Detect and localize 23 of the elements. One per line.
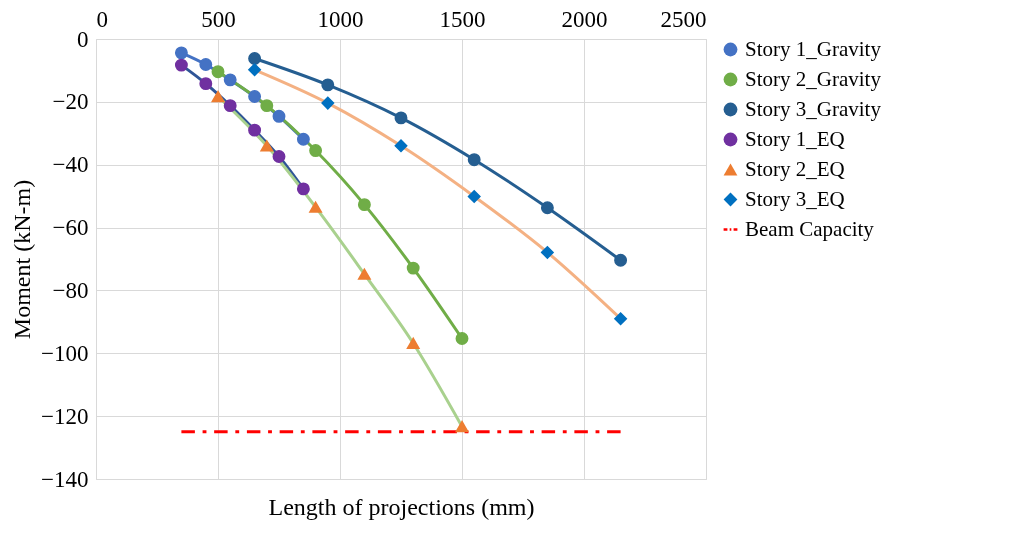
- y-tick-label: −80: [52, 277, 89, 303]
- legend-label: Story 2_Gravity: [745, 66, 882, 91]
- x-tick-label: 0: [96, 6, 108, 32]
- legend-label: Story 3_Gravity: [745, 96, 882, 121]
- legend-label: Story 3_EQ: [745, 186, 845, 211]
- legend-label: Story 1_EQ: [745, 126, 845, 151]
- y-tick-label: −20: [52, 89, 89, 115]
- y-axis-title: Moment (kN-m): [9, 179, 36, 340]
- y-tick-label: −140: [41, 466, 89, 492]
- x-tick-label: 500: [201, 6, 236, 32]
- y-tick-label: −40: [52, 152, 89, 178]
- x-tick-label: 2500: [660, 6, 707, 32]
- x-tick-label: 1500: [439, 6, 486, 32]
- legend-label: Beam Capacity: [745, 216, 875, 241]
- legend-label: Story 2_EQ: [745, 156, 845, 181]
- legend-label: Story 1_Gravity: [745, 36, 882, 61]
- y-tick-label: −60: [52, 215, 89, 241]
- y-tick-label: −120: [41, 403, 89, 429]
- x-axis-title: Length of projections (mm): [268, 493, 535, 520]
- x-tick-label: 2000: [561, 6, 608, 32]
- y-tick-label: 0: [77, 26, 89, 52]
- y-tick-label: −100: [41, 340, 89, 366]
- x-tick-label: 1000: [317, 6, 364, 32]
